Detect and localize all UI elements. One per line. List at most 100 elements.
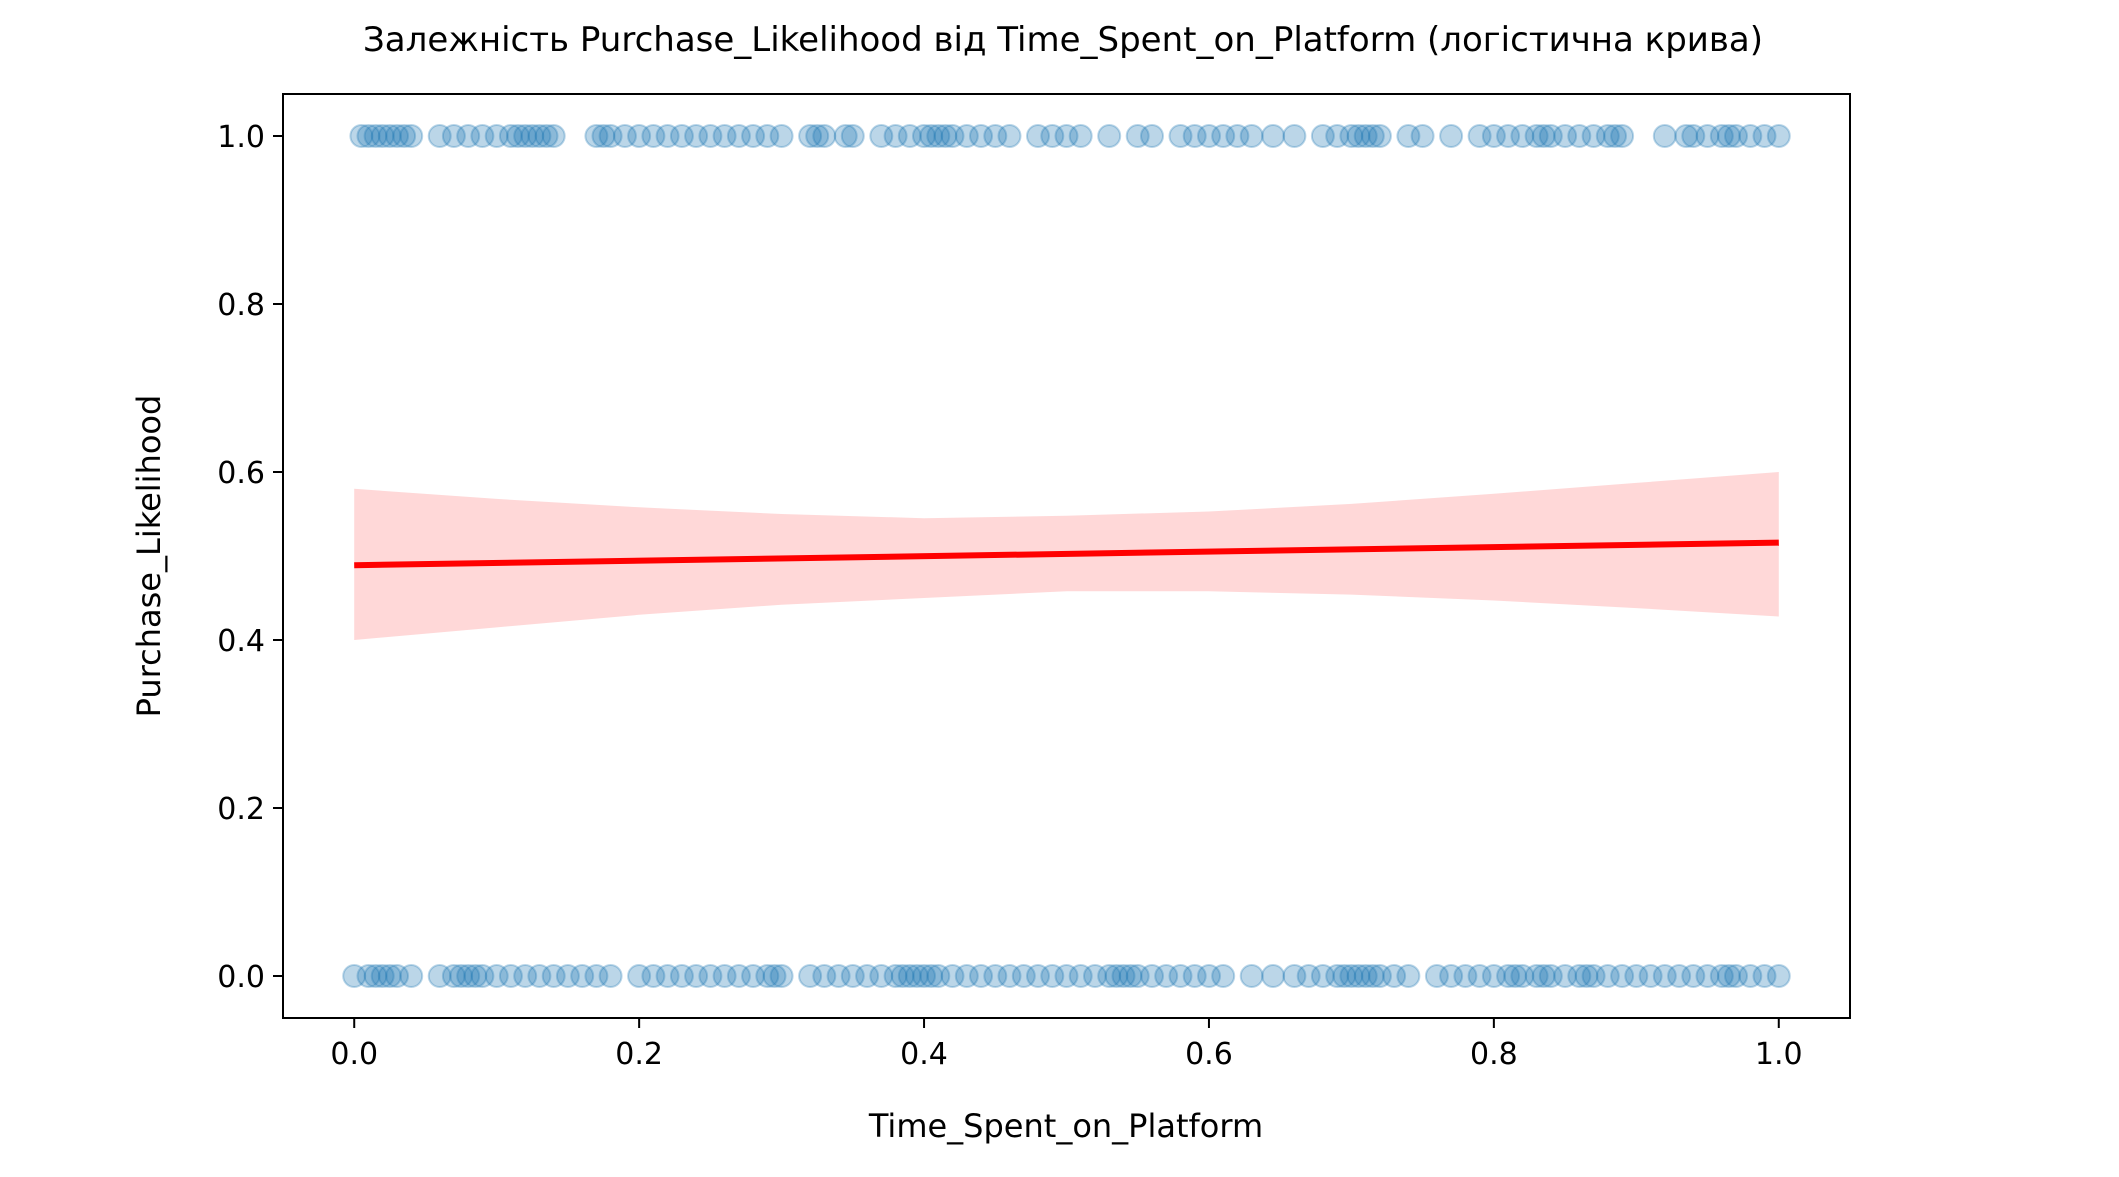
data-point <box>1083 964 1107 988</box>
data-point <box>897 964 922 988</box>
data-point <box>1068 124 1093 148</box>
scatter-points-layer <box>342 124 1791 988</box>
y-tick-label: 0.2 <box>217 792 265 827</box>
data-point <box>912 124 936 148</box>
data-point <box>1026 964 1050 988</box>
data-point <box>570 964 595 988</box>
data-point <box>456 964 481 988</box>
data-point <box>1040 124 1065 148</box>
data-point <box>370 964 395 988</box>
data-point <box>1538 964 1563 988</box>
data-point <box>940 124 965 148</box>
data-point <box>904 964 929 988</box>
data-point <box>954 964 979 988</box>
data-point <box>1766 124 1791 148</box>
data-point <box>1453 964 1478 988</box>
data-point <box>1553 124 1578 148</box>
data-point <box>1510 964 1535 988</box>
data-point <box>919 964 944 988</box>
data-point <box>1716 124 1741 148</box>
data-point <box>527 964 552 988</box>
data-point <box>1068 964 1093 988</box>
data-point <box>385 124 409 148</box>
data-point <box>1339 964 1364 988</box>
data-point <box>641 964 666 988</box>
data-point <box>1197 964 1221 988</box>
data-point <box>1752 124 1777 148</box>
data-point <box>1360 964 1385 988</box>
data-point <box>769 964 794 988</box>
data-point <box>1681 124 1706 148</box>
plot-frame <box>282 93 1851 1019</box>
data-point <box>441 964 466 988</box>
data-point <box>669 964 694 988</box>
data-point <box>1396 124 1421 148</box>
data-point <box>1154 964 1179 988</box>
data-point <box>1026 124 1050 148</box>
data-point <box>591 124 616 148</box>
data-point <box>1140 964 1164 988</box>
data-point <box>1581 124 1606 148</box>
data-point <box>1638 964 1663 988</box>
data-point <box>1738 124 1763 148</box>
data-point <box>1346 124 1371 148</box>
data-point <box>869 124 894 148</box>
data-point <box>1467 124 1492 148</box>
data-point <box>1595 964 1620 988</box>
data-point <box>1624 964 1649 988</box>
data-point <box>1211 964 1236 988</box>
data-point <box>712 964 737 988</box>
data-point <box>1503 964 1528 988</box>
data-point <box>755 964 780 988</box>
data-point <box>1054 124 1079 148</box>
data-point <box>1567 964 1592 988</box>
data-point <box>513 124 538 148</box>
data-point <box>997 964 1022 988</box>
data-point <box>1332 964 1357 988</box>
data-point <box>1738 964 1763 988</box>
data-point <box>1603 124 1627 148</box>
data-point <box>1140 124 1164 148</box>
data-point <box>1118 964 1143 988</box>
data-point <box>498 964 523 988</box>
x-tick-label: 0.6 <box>1185 1037 1233 1072</box>
data-point <box>363 964 388 988</box>
data-point <box>527 124 552 148</box>
data-point <box>1652 124 1677 148</box>
data-point <box>1481 124 1506 148</box>
data-point <box>456 124 481 148</box>
data-point <box>534 124 559 148</box>
data-point <box>1674 124 1699 148</box>
data-point <box>1496 124 1521 148</box>
data-point <box>627 124 652 148</box>
chart-title: Залежність Purchase_Likelihood від Time_… <box>363 20 1763 60</box>
data-point <box>1709 124 1734 148</box>
data-point <box>1104 964 1129 988</box>
data-point <box>1439 964 1464 988</box>
data-point <box>669 124 694 148</box>
data-point <box>484 964 509 988</box>
data-point <box>698 964 723 988</box>
data-point <box>954 124 979 148</box>
data-point <box>1424 964 1449 988</box>
data-point <box>1211 124 1236 148</box>
data-point <box>1168 964 1193 988</box>
data-point <box>897 124 922 148</box>
data-point <box>726 964 751 988</box>
data-point <box>1282 124 1307 148</box>
data-point <box>1261 124 1286 148</box>
data-point <box>840 124 865 148</box>
data-point <box>1111 964 1136 988</box>
data-point <box>641 124 666 148</box>
data-point <box>1574 964 1599 988</box>
data-point <box>1360 124 1385 148</box>
data-point <box>363 124 388 148</box>
data-point <box>427 124 452 148</box>
data-point <box>392 124 417 148</box>
data-point <box>1567 124 1592 148</box>
data-point <box>912 964 936 988</box>
data-point <box>769 124 794 148</box>
data-point <box>598 124 623 148</box>
